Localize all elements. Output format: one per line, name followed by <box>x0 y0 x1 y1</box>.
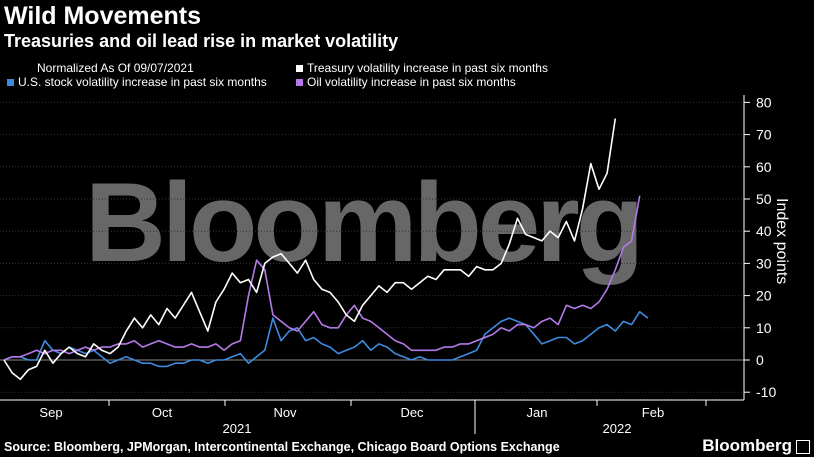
y-tick-label: 50 <box>756 191 772 207</box>
year-label: 2021 <box>223 421 252 436</box>
legend-treasury-label: Treasury volatility increase in past six… <box>307 61 548 75</box>
legend-stocks-swatch <box>7 79 14 87</box>
y-tick-label: -10 <box>756 384 776 400</box>
y-tick-label: 80 <box>756 94 772 110</box>
chart-subtitle: Treasuries and oil lead rise in market v… <box>4 31 399 51</box>
series-line-treasury <box>3 118 617 381</box>
year-label: 2022 <box>603 421 632 436</box>
legend-oil: Oil volatility increase in past six mont… <box>296 75 516 89</box>
legend-oil-label: Oil volatility increase in past six mont… <box>307 75 516 89</box>
y-tick-label: 70 <box>756 127 772 143</box>
y-tick-label: 30 <box>756 255 772 271</box>
x-tick-label: Sep <box>39 405 62 420</box>
legend-note: Normalized As Of 09/07/2021 <box>37 61 194 75</box>
x-tick-label: Nov <box>273 405 297 420</box>
y-tick-label: 40 <box>756 223 772 239</box>
x-tick-label: Jan <box>527 405 548 420</box>
legend-stocks: U.S. stock volatility increase in past s… <box>7 75 267 89</box>
legend-treasury: Treasury volatility increase in past six… <box>296 61 548 75</box>
brand-logo: Bloomberg <box>702 436 810 456</box>
x-tick-label: Oct <box>152 405 173 420</box>
y-axis-label: Index points <box>773 198 790 285</box>
legend-oil-swatch <box>296 79 303 87</box>
x-tick-label: Feb <box>642 405 664 420</box>
y-tick-label: 60 <box>756 159 772 175</box>
y-tick-label: 20 <box>756 288 772 304</box>
series-line-stocks <box>3 310 649 368</box>
y-tick-label: 0 <box>756 352 764 368</box>
legend-treasury-swatch <box>296 65 303 73</box>
y-tick-label: 10 <box>756 320 772 336</box>
legend-stocks-label: U.S. stock volatility increase in past s… <box>18 75 267 89</box>
brand-text: Bloomberg <box>702 436 792 455</box>
x-tick-label: Dec <box>400 405 424 420</box>
source-note: Source: Bloomberg, JPMorgan, Intercontin… <box>4 440 560 454</box>
chart-title: Wild Movements <box>4 2 202 30</box>
bloomberg-watermark: Bloomberg <box>85 160 644 285</box>
series-line-oil <box>3 195 641 361</box>
chart-icon <box>796 439 810 454</box>
